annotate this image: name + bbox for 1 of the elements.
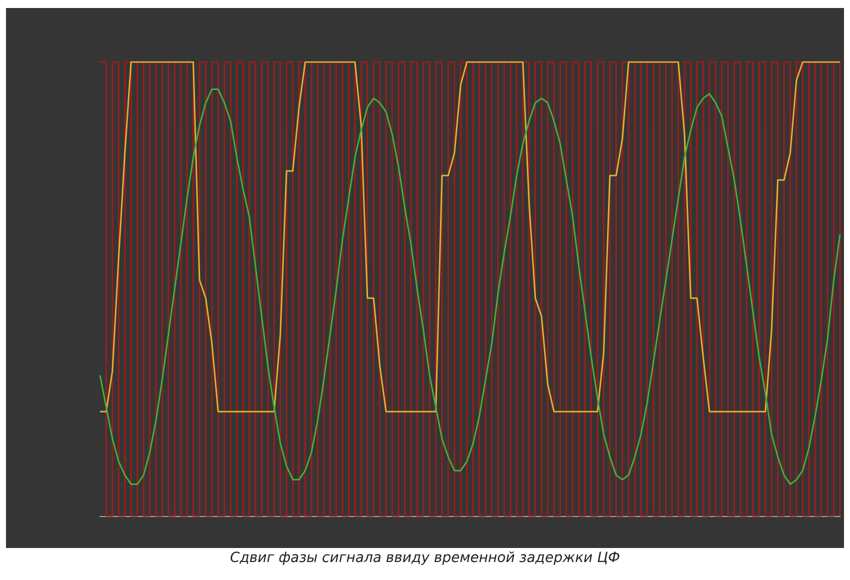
- text: Сдвиг фазы сигнала ввиду временной задержки ЦФ: [228, 550, 622, 566]
